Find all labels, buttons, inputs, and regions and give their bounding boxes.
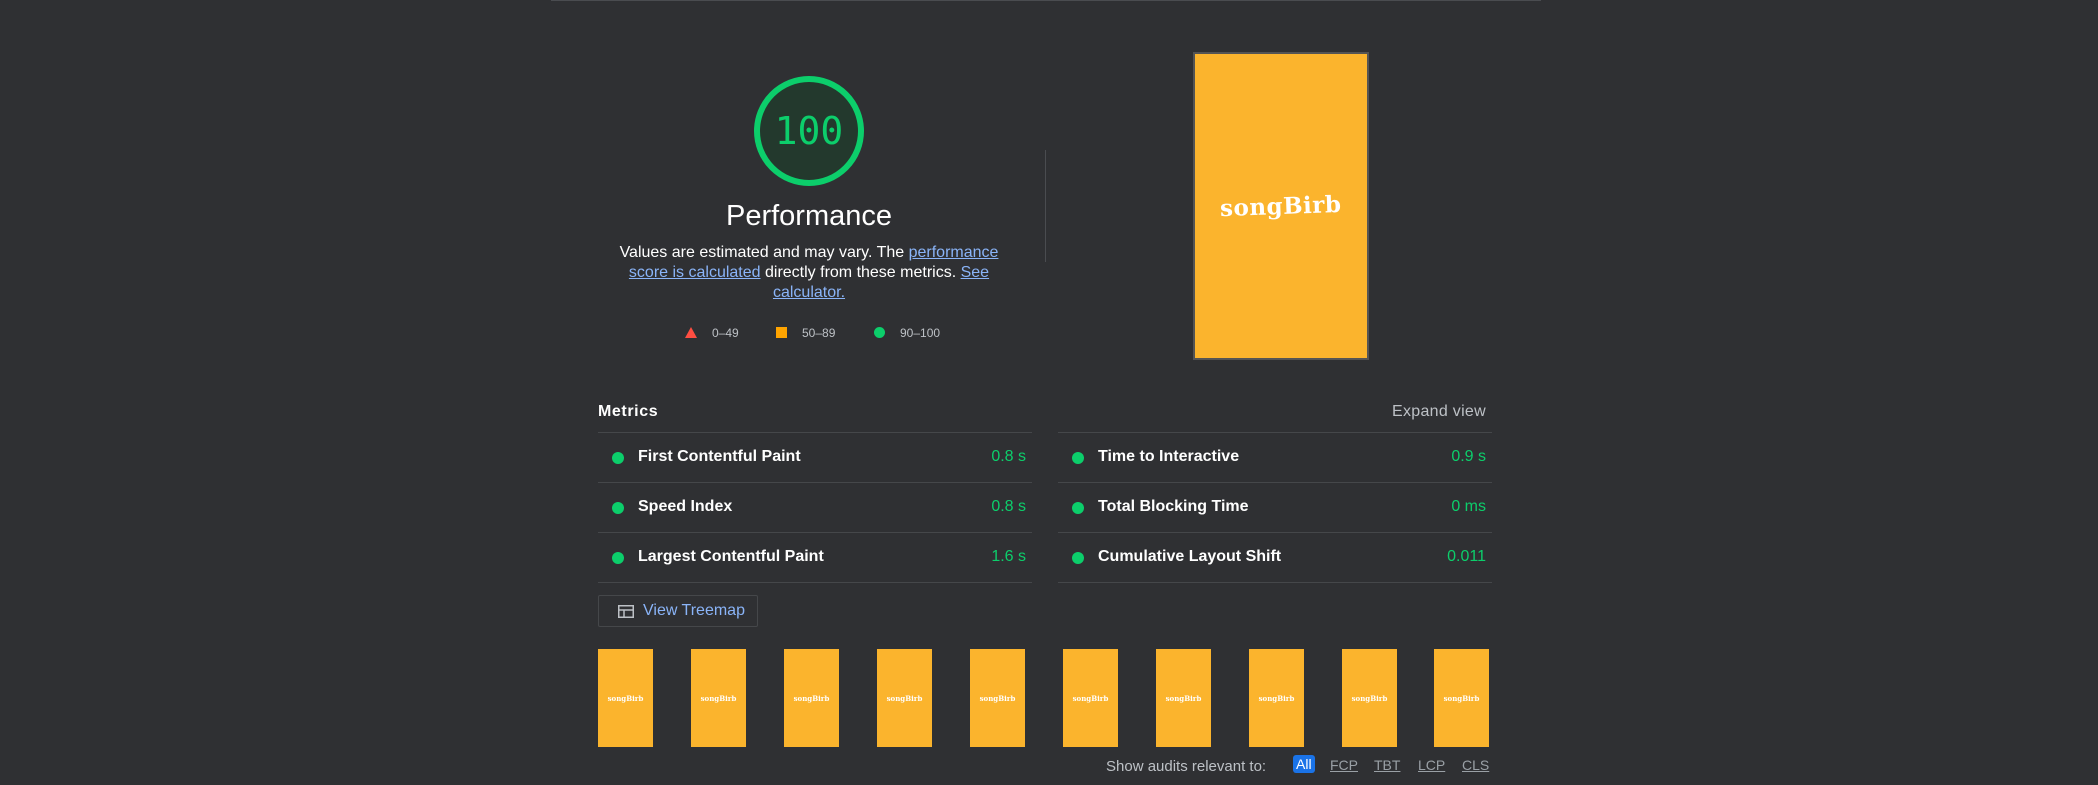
filmstrip-frame[interactable]: songBirb [1156, 649, 1211, 747]
score-calculated-link[interactable]: performance score is calculated [628, 244, 999, 281]
legend-fail-label: 0–49 [712, 326, 739, 340]
metric-name: Cumulative Layout Shift [1098, 548, 1282, 565]
metric-first-contentful-paint: First Contentful Paint 0.8 s [598, 432, 1032, 482]
filter-cls-button[interactable]: CLS [1462, 757, 1490, 773]
filmstrip-frame[interactable]: songBirb [1342, 649, 1397, 747]
score-value: 100 [774, 109, 844, 153]
frame-brand: songBirb [1258, 693, 1295, 703]
description-middle: directly from these metrics. [760, 264, 961, 281]
category-title: Performance [725, 200, 892, 232]
filmstrip-frame[interactable]: songBirb [784, 649, 839, 747]
metric-time-to-interactive: Time to Interactive 0.9 s [1058, 432, 1492, 482]
legend-average-label: 50–89 [802, 326, 836, 340]
metric-total-blocking-time: Total Blocking Time 0 ms [1058, 482, 1492, 532]
metrics-column-right: Time to Interactive 0.9 s Total Blocking… [1058, 432, 1492, 583]
frame-brand: songBirb [793, 693, 830, 703]
top-divider [551, 0, 1541, 1]
frame-brand: songBirb [886, 693, 923, 703]
metric-cumulative-layout-shift: Cumulative Layout Shift 0.011 [1058, 532, 1492, 583]
view-treemap-label: View Treemap [643, 602, 745, 619]
metric-name: Time to Interactive [1098, 448, 1240, 465]
metric-name: Speed Index [638, 498, 733, 515]
legend-pass-label: 90–100 [900, 326, 941, 340]
metric-speed-index: Speed Index 0.8 s [598, 482, 1032, 532]
filmstrip-frame[interactable]: songBirb [1434, 649, 1489, 747]
metric-name: First Contentful Paint [638, 448, 801, 465]
metric-name: Total Blocking Time [1098, 498, 1249, 515]
pass-circle-icon [1072, 452, 1084, 464]
treemap-icon [618, 605, 634, 618]
view-treemap-button[interactable]: View Treemap [598, 595, 758, 627]
frame-brand: songBirb [1072, 693, 1109, 703]
filmstrip-frame[interactable]: songBirb [691, 649, 746, 747]
frame-brand: songBirb [1443, 693, 1480, 703]
pass-circle-icon [612, 502, 624, 514]
pass-circle-icon [1072, 552, 1084, 564]
metric-value: 0.011 [1447, 548, 1486, 565]
filter-tbt-button[interactable]: TBT [1374, 757, 1401, 773]
final-screenshot[interactable]: songBirb [1193, 52, 1369, 360]
gauge-ring [754, 76, 864, 186]
frame-brand: songBirb [1351, 693, 1388, 703]
filmstrip-frame[interactable]: songBirb [1063, 649, 1118, 747]
metric-value: 0 ms [1451, 498, 1486, 515]
description-prefix: Values are estimated and may vary. The [619, 244, 909, 261]
frame-brand: songBirb [607, 693, 644, 703]
filter-lcp-button[interactable]: LCP [1418, 757, 1446, 773]
see-calculator-link[interactable]: See calculator. [772, 264, 990, 301]
circle-icon [874, 327, 885, 338]
metrics-heading: Metrics [598, 403, 659, 420]
legend-fail: 0–49 [685, 325, 765, 341]
pass-circle-icon [612, 552, 624, 564]
metric-value: 0.8 s [991, 448, 1026, 465]
pass-circle-icon [1072, 502, 1084, 514]
performance-score-gauge[interactable]: 100 [752, 74, 866, 188]
filmstrip-frame[interactable]: songBirb [877, 649, 932, 747]
filter-fcp-button[interactable]: FCP [1330, 757, 1358, 773]
frame-brand: songBirb [700, 693, 737, 703]
score-description: Values are estimated and may vary. The p… [608, 243, 1010, 303]
metric-value: 1.6 s [991, 548, 1026, 565]
pass-circle-icon [612, 452, 624, 464]
metric-value: 0.9 s [1451, 448, 1486, 465]
square-icon [776, 327, 787, 338]
expand-view-toggle[interactable]: Expand view [1391, 403, 1486, 420]
filmstrip-frame[interactable]: songBirb [598, 649, 653, 747]
legend-average: 50–89 [775, 325, 865, 341]
filter-all-button[interactable]: All [1293, 755, 1315, 773]
filmstrip-frame[interactable]: songBirb [970, 649, 1025, 747]
final-screenshot-brand: songBirb [1219, 190, 1343, 222]
metrics-column-left: First Contentful Paint 0.8 s Speed Index… [598, 432, 1032, 583]
metric-largest-contentful-paint: Largest Contentful Paint 1.6 s [598, 532, 1032, 583]
metric-name: Largest Contentful Paint [638, 548, 824, 565]
frame-brand: songBirb [1165, 693, 1202, 703]
frame-brand: songBirb [979, 693, 1016, 703]
filmstrip-frame[interactable]: songBirb [1249, 649, 1304, 747]
legend-pass: 90–100 [873, 325, 973, 341]
metric-value: 0.8 s [991, 498, 1026, 515]
triangle-icon [685, 327, 697, 338]
audit-filter-label: Show audits relevant to: [1106, 758, 1267, 775]
vertical-divider [1045, 150, 1046, 262]
